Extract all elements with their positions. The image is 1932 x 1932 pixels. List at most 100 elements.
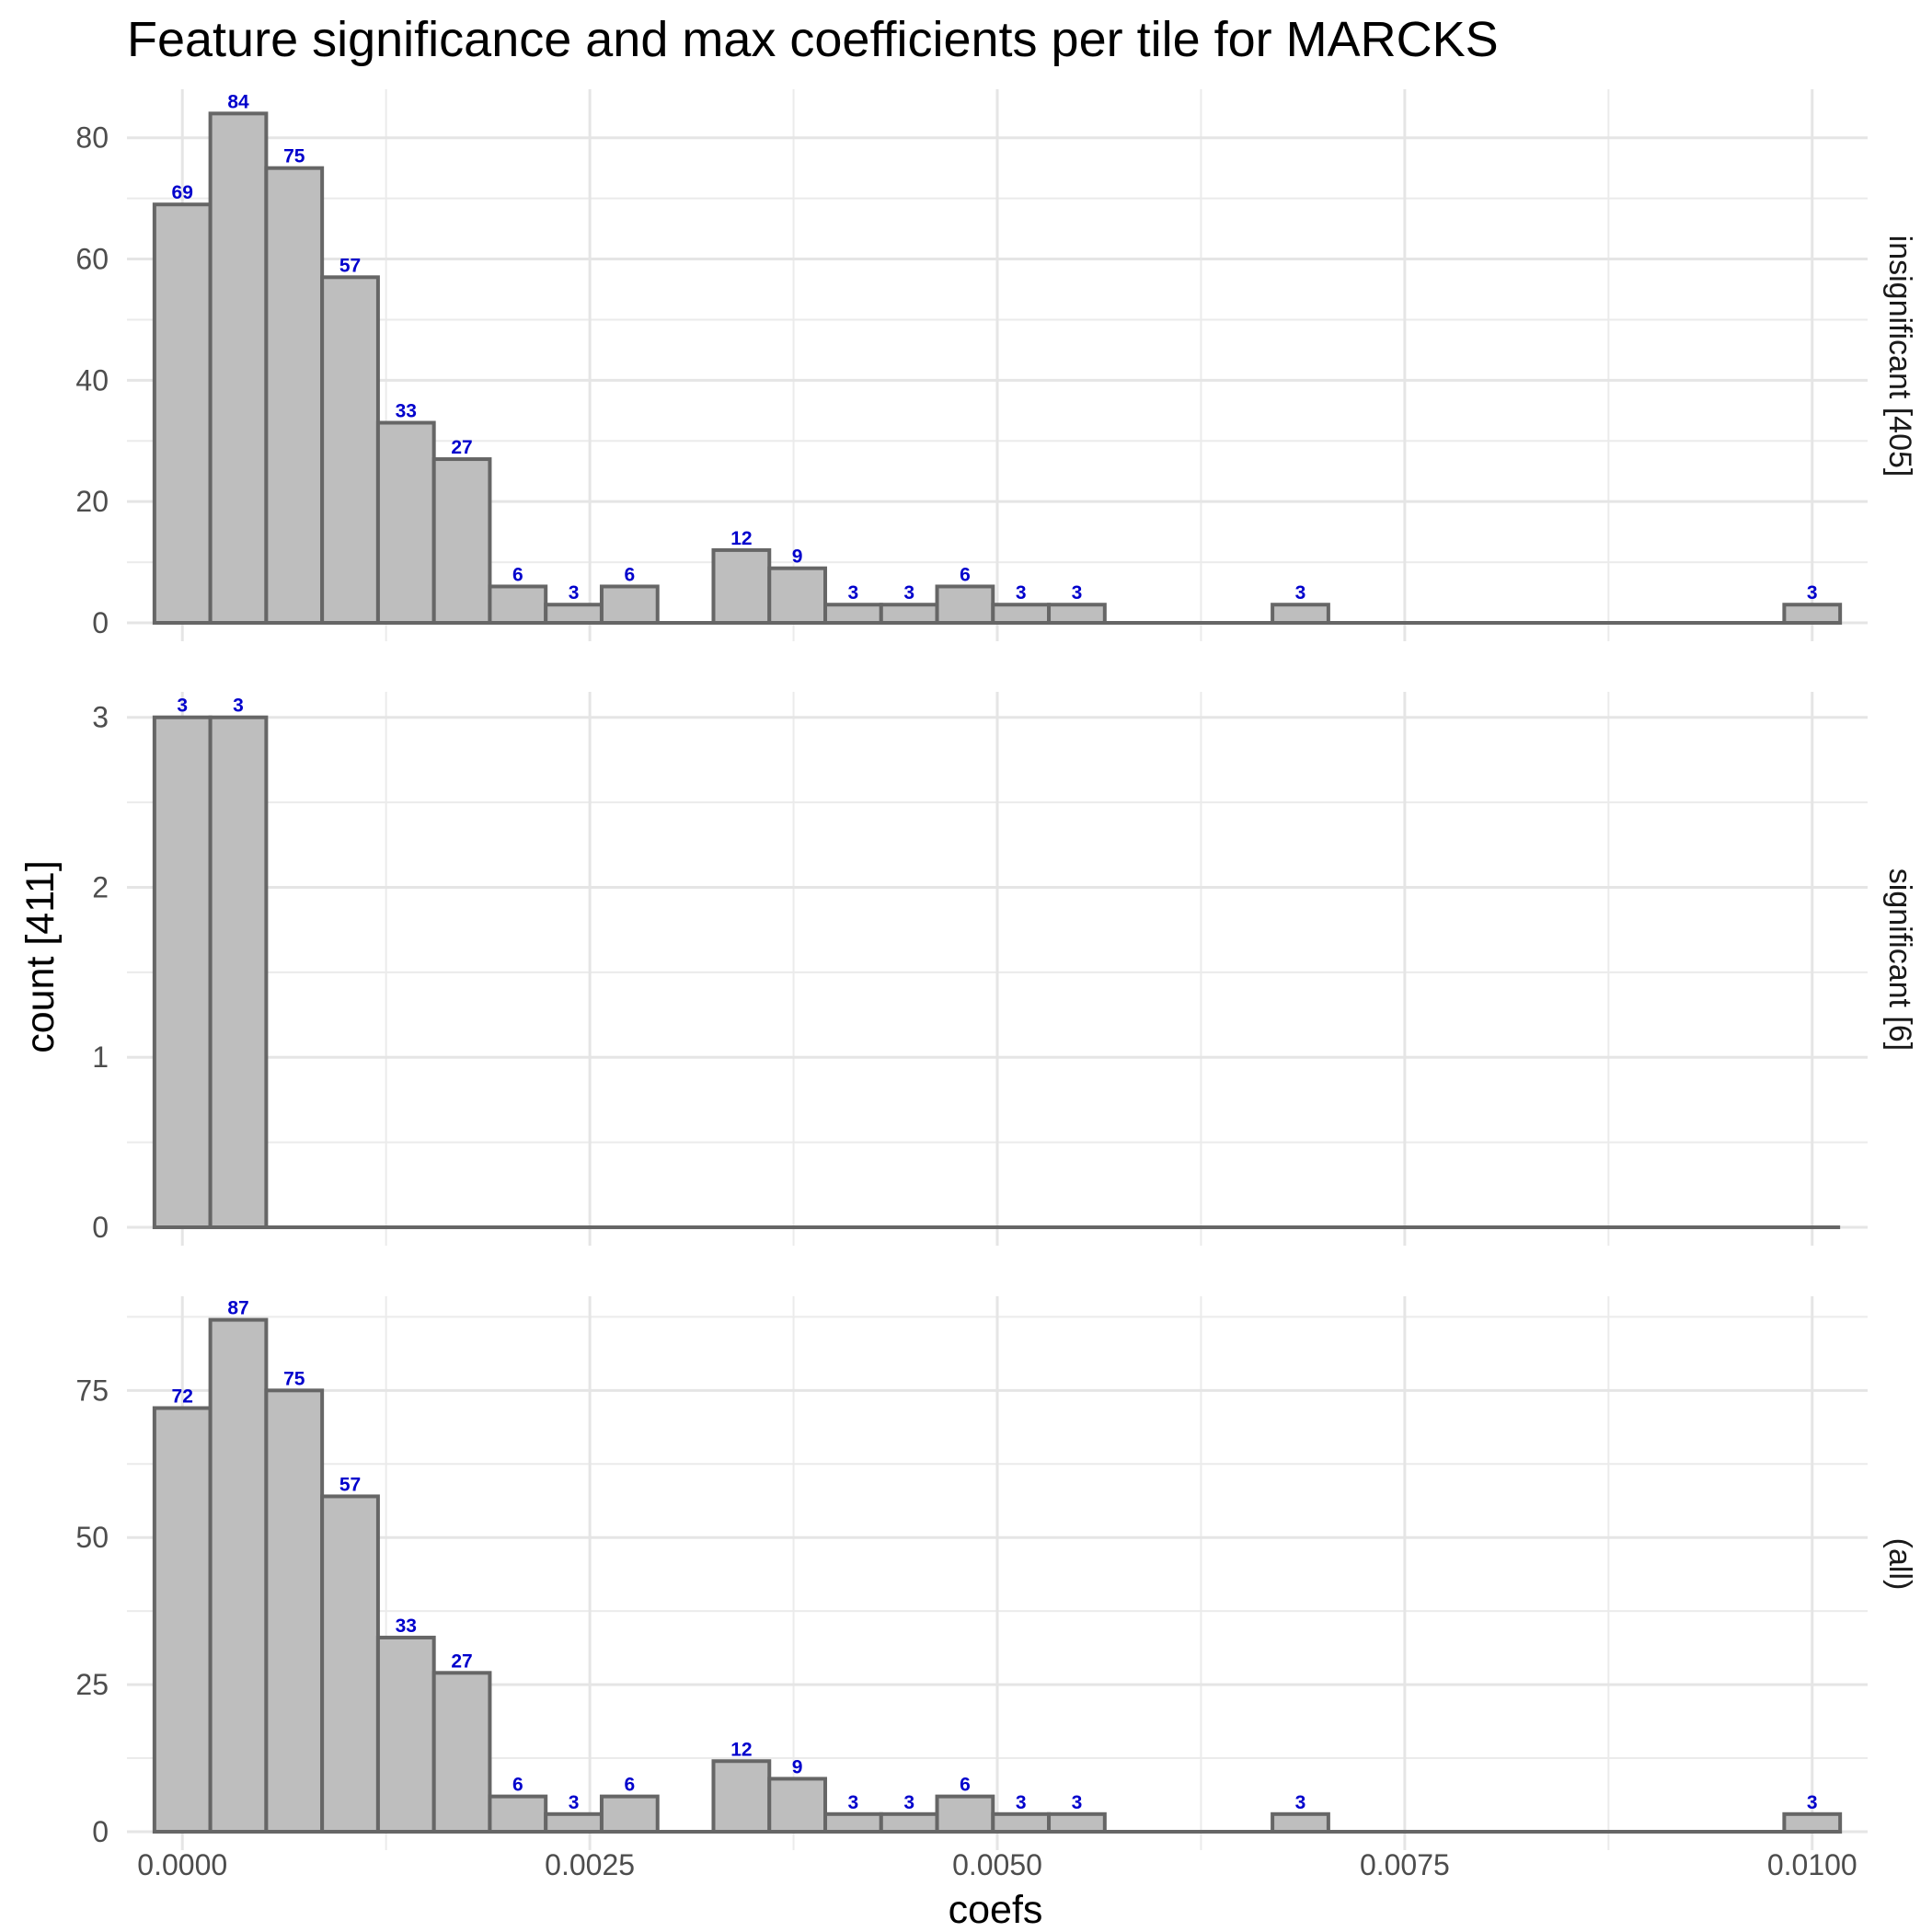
bar-count-label: 3	[1016, 1792, 1027, 1813]
histogram-bar	[320, 1494, 380, 1834]
bar-count-label: 6	[960, 564, 971, 585]
bar-count-label: 3	[1295, 582, 1306, 604]
histogram-bar	[544, 603, 604, 626]
y-tick-label: 25	[75, 1668, 109, 1701]
y-tick-label: 0	[92, 606, 109, 639]
x-tick-label: 0.0050	[952, 1848, 1042, 1881]
facet-strip-label: insignificant [405]	[1882, 236, 1917, 477]
bar-count-label: 6	[512, 1775, 523, 1796]
bar-count-label: 6	[960, 1775, 971, 1796]
bar-count-label: 3	[1807, 582, 1818, 604]
x-tick-label: 0.0075	[1360, 1848, 1450, 1881]
histogram-bar	[264, 1388, 325, 1834]
bar-count-label: 3	[848, 582, 859, 604]
y-tick-label: 2	[92, 870, 109, 903]
y-tick-label: 75	[75, 1374, 109, 1407]
histogram-bar	[767, 1777, 828, 1834]
bar-count-label: 75	[283, 146, 305, 167]
bar-count-label: 3	[569, 1792, 580, 1813]
histogram-bar	[375, 1635, 436, 1834]
histogram-bar	[208, 1317, 269, 1834]
x-tick-label: 0.0000	[137, 1848, 227, 1881]
bar-count-label: 33	[396, 401, 417, 422]
histogram-bar	[711, 1759, 772, 1834]
bar-count-label: 69	[172, 182, 193, 203]
y-tick-label: 50	[75, 1521, 109, 1554]
bar-count-label: 12	[730, 528, 752, 549]
bar-count-label: 3	[1295, 1792, 1306, 1813]
histogram-bar	[1782, 603, 1843, 626]
bar-count-label: 27	[451, 437, 472, 458]
facet-strip-label: significant [6]	[1882, 868, 1917, 1051]
histogram-bar	[1271, 1811, 1330, 1834]
bar-count-label: 84	[227, 91, 249, 112]
histogram-bar	[152, 1406, 213, 1834]
bar-count-label: 33	[396, 1616, 417, 1637]
histogram-bar	[488, 584, 548, 625]
histogram-bar	[767, 566, 828, 626]
bar-count-label: 6	[624, 564, 635, 585]
bar-count-label: 9	[792, 546, 803, 568]
histogram-bar	[1271, 603, 1330, 626]
histogram-bar	[375, 420, 436, 625]
bar-count-label: 57	[339, 255, 361, 276]
histogram-bar	[320, 275, 380, 625]
bar-count-label: 3	[1072, 582, 1083, 604]
histogram-bar	[991, 1811, 1052, 1834]
bar-count-label: 72	[172, 1386, 193, 1408]
y-tick-label: 3	[92, 701, 109, 734]
histogram-bar	[599, 584, 660, 625]
histogram-bar	[544, 1811, 604, 1834]
bar-count-label: 75	[283, 1368, 305, 1389]
histogram-bar	[879, 603, 939, 626]
bar-count-label: 3	[1016, 582, 1027, 604]
histogram-bar	[879, 1811, 939, 1834]
histogram-bar	[991, 603, 1052, 626]
histogram-bar	[935, 1794, 995, 1834]
histogram-bar	[431, 1671, 492, 1834]
x-tick-label: 0.0025	[545, 1848, 635, 1881]
y-tick-label: 80	[75, 121, 109, 155]
bar-count-label: 12	[730, 1739, 752, 1760]
histogram-bar	[208, 111, 269, 625]
bar-count-label: 57	[339, 1474, 361, 1495]
histogram-bar	[488, 1794, 548, 1834]
histogram-bar	[823, 1811, 883, 1834]
bar-count-label: 27	[451, 1650, 472, 1672]
bar-count-label: 3	[569, 582, 580, 604]
facet-strip-label: (all)	[1882, 1538, 1917, 1591]
bar-count-label: 3	[1072, 1792, 1083, 1813]
histogram-bar	[1782, 1811, 1843, 1834]
bar-count-label: 6	[512, 564, 523, 585]
histogram-bar	[711, 547, 772, 626]
y-tick-label: 0	[92, 1211, 109, 1244]
facet-panel-1: 0 1 2 3 3 3 significant [6]	[92, 692, 1917, 1246]
histogram-bar	[264, 166, 325, 625]
histogram-bar	[935, 584, 995, 625]
y-axis-title: count [411]	[18, 860, 63, 1053]
bar-count-label: 3	[177, 696, 188, 717]
x-axis-title: coefs	[949, 1888, 1043, 1932]
x-tick-label: 0.0100	[1767, 1848, 1857, 1881]
bar-count-label: 9	[792, 1756, 803, 1777]
histogram-bar	[599, 1794, 660, 1834]
bar-count-label: 87	[227, 1298, 248, 1319]
bar-count-label: 3	[903, 582, 914, 604]
y-tick-label: 60	[75, 243, 109, 276]
bar-count-label: 3	[903, 1792, 914, 1813]
histogram-bar	[152, 202, 213, 626]
chart-title: Feature significance and max coefficient…	[127, 12, 1499, 67]
histogram-bar	[1047, 1811, 1107, 1834]
histogram-bar	[823, 603, 883, 626]
y-tick-label: 20	[75, 485, 109, 518]
bar-count-label: 3	[233, 696, 244, 717]
bar-count-label: 3	[1807, 1792, 1818, 1813]
histogram-bar	[1047, 603, 1107, 626]
y-tick-label: 40	[75, 363, 109, 397]
y-tick-label: 0	[92, 1815, 109, 1848]
histogram-bar	[431, 457, 492, 625]
bar-count-label: 6	[624, 1775, 635, 1796]
